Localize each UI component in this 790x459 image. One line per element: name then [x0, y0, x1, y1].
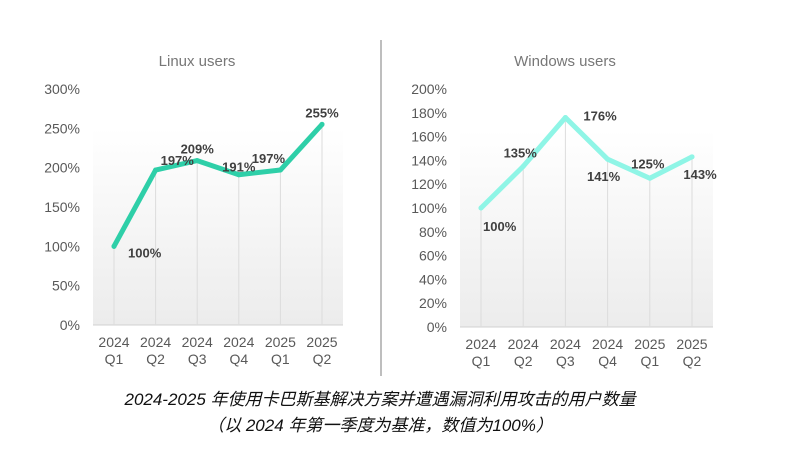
chart-linux-xtick-label-year: 2025: [265, 334, 296, 350]
caption-line-2: （以 2024 年第一季度为基准，数值为100%）: [207, 416, 553, 435]
chart-linux-xtick-label-year: 2024: [98, 334, 129, 350]
chart-linux-data-label: 191%: [222, 160, 256, 175]
chart-linux-xtick-label-quarter: Q2: [146, 351, 165, 367]
chart-windows-ytick-label: 0%: [427, 319, 447, 335]
chart-linux-series-line: [111, 121, 325, 249]
chart-linux-xtick-label-year: 2025: [306, 334, 337, 350]
chart-linux-xtick-label-quarter: Q2: [313, 351, 332, 367]
chart-windows-series-line: [478, 115, 695, 211]
chart-linux-data-point: [194, 158, 200, 164]
chart-windows-ytick-label: 40%: [419, 271, 447, 287]
chart-windows-data-label: 125%: [631, 156, 665, 171]
chart-windows-data-point: [605, 156, 611, 162]
chart-linux-data-point: [111, 243, 117, 249]
chart-windows-data-label: 143%: [683, 167, 717, 182]
chart-windows-xtick-label-year: 2025: [676, 336, 707, 352]
chart-linux-data-point: [319, 121, 325, 127]
chart-linux-ytick-label: 200%: [44, 160, 80, 176]
chart-windows-data-point: [520, 163, 526, 169]
chart-windows-xtick-label-quarter: Q2: [514, 353, 533, 369]
chart-windows-xtick-label-quarter: Q1: [640, 353, 659, 369]
chart-windows-ytick-label: 80%: [419, 224, 447, 240]
chart-windows-ytick-label: 160%: [411, 129, 447, 145]
chart-windows-xtick-label-quarter: Q3: [556, 353, 575, 369]
chart-linux-xtick-label-year: 2024: [182, 334, 213, 350]
chart-linux-data-point: [153, 167, 159, 173]
chart-linux-data-label: 209%: [181, 142, 215, 157]
chart-linux-data-label: 100%: [128, 245, 162, 260]
chart-windows-xtick-label-year: 2024: [592, 336, 623, 352]
chart-windows-ytick-label: 200%: [411, 81, 447, 97]
chart-linux-ytick-label: 0%: [60, 317, 80, 333]
chart-linux-data-label: 255%: [305, 105, 339, 120]
chart-windows-xtick-label-quarter: Q1: [472, 353, 491, 369]
chart-linux-xtick-label-quarter: Q1: [271, 351, 290, 367]
chart-linux-title: Linux users: [159, 53, 236, 70]
chart-windows-data-label: 176%: [583, 109, 617, 124]
chart-linux-xtick-label-quarter: Q3: [188, 351, 207, 367]
chart-windows-data-point: [647, 175, 653, 181]
chart-linux-data-label: 197%: [161, 153, 195, 168]
chart-windows-data-label: 100%: [483, 219, 517, 234]
chart-linux-data-point: [236, 172, 242, 178]
chart-linux-data-point: [277, 167, 283, 173]
chart-linux-ytick-label: 150%: [44, 199, 80, 215]
chart-linux-plot-area: [93, 128, 343, 325]
chart-linux-ytick-label: 100%: [44, 238, 80, 254]
chart-linux-xtick-label-year: 2024: [140, 334, 171, 350]
chart-windows-ytick-label: 20%: [419, 295, 447, 311]
chart-linux-xtick-label-quarter: Q4: [229, 351, 248, 367]
chart-linux-xtick-label-year: 2024: [223, 334, 254, 350]
chart-linux-ytick-label: 50%: [52, 278, 80, 294]
chart-linux-ytick-label: 300%: [44, 81, 80, 97]
chart-windows-data-label: 135%: [504, 145, 538, 160]
chart-windows-title: Windows users: [514, 53, 616, 70]
chart-windows-xtick-label-quarter: Q4: [598, 353, 617, 369]
chart-windows-xtick-label-year: 2024: [508, 336, 539, 352]
chart-windows-ytick-label: 100%: [411, 200, 447, 216]
chart-linux-ytick-label: 250%: [44, 120, 80, 136]
chart-windows-plot-area: [460, 130, 713, 327]
chart-windows-xtick-label-year: 2024: [465, 336, 496, 352]
chart-windows-data-label: 141%: [587, 169, 621, 184]
chart-linux-xtick-label-quarter: Q1: [105, 351, 124, 367]
chart-windows-xtick-label-year: 2025: [634, 336, 665, 352]
chart-windows-xtick-label-year: 2024: [550, 336, 581, 352]
chart-windows-ytick-label: 180%: [411, 105, 447, 121]
chart-windows-data-point: [478, 205, 484, 211]
caption-line-1: 2024-2025 年使用卡巴斯基解决方案并遭遇漏洞利用攻击的用户数量: [124, 390, 636, 409]
chart-windows-ytick-label: 60%: [419, 248, 447, 264]
chart-windows-ytick-label: 120%: [411, 176, 447, 192]
chart-windows-xtick-label-quarter: Q2: [683, 353, 702, 369]
chart-windows-data-point: [562, 115, 568, 121]
chart-windows-data-point: [689, 154, 695, 160]
chart-windows-ytick-label: 140%: [411, 152, 447, 168]
chart-linux-data-label: 197%: [252, 151, 286, 166]
